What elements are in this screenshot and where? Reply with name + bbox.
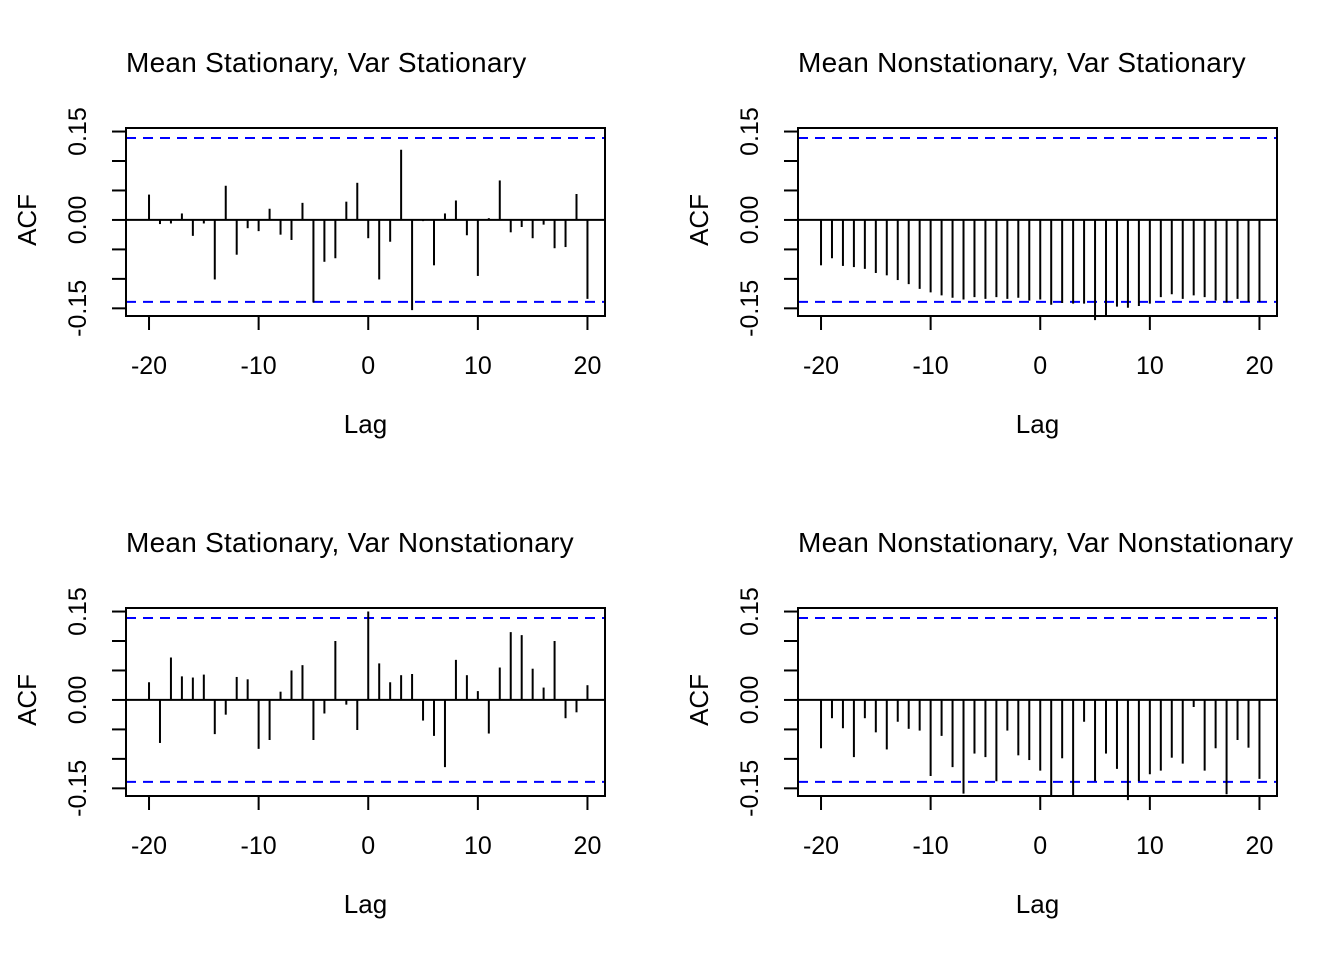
y-tick-label: 0.00 — [736, 676, 764, 725]
plot-box — [797, 127, 1278, 317]
panel-title: Mean Stationary, Var Stationary — [126, 47, 526, 78]
y-axis-label: ACF — [684, 674, 714, 726]
x-tick-label: 20 — [1246, 352, 1274, 380]
x-tick-label: -20 — [131, 832, 167, 860]
x-axis-label: Lag — [1016, 889, 1059, 919]
y-axis-label: ACF — [12, 674, 42, 726]
x-tick-label: 0 — [361, 832, 375, 860]
plot-box — [125, 127, 606, 317]
y-tick-label: 0.00 — [64, 196, 92, 245]
y-tick-label: -0.15 — [64, 760, 92, 817]
panel-title: Mean Nonstationary, Var Stationary — [798, 47, 1246, 78]
x-tick-label: 0 — [1033, 832, 1047, 860]
panel-mean-nonstationary-var-nonstationary: -20 -10 0 10 20 0.15 0.00 -0.15 Mean Nonstationa… — [672, 480, 1344, 960]
y-tick-label: 0.15 — [736, 107, 764, 156]
x-tick-label: 0 — [1033, 352, 1047, 380]
x-axis-label: Lag — [344, 409, 387, 439]
y-tick-label: 0.15 — [64, 587, 92, 636]
x-axis-label: Lag — [344, 889, 387, 919]
plot-box — [797, 607, 1278, 797]
x-tick-label: -10 — [241, 352, 277, 380]
x-tick-label: 20 — [1246, 832, 1274, 860]
y-tick-label: 0.15 — [64, 107, 92, 156]
x-tick-label: 10 — [464, 832, 492, 860]
x-tick-label: -20 — [803, 352, 839, 380]
plot-box — [125, 607, 606, 797]
x-tick-label: -20 — [803, 832, 839, 860]
y-tick-label: -0.15 — [64, 280, 92, 337]
x-axis-label: Lag — [1016, 409, 1059, 439]
y-tick-label: 0.00 — [736, 196, 764, 245]
y-tick-label: 0.15 — [736, 587, 764, 636]
acf-plot-bottom-right: -20 -10 0 10 20 0.15 0.00 -0.15 Mean Nonstationa… — [684, 527, 1293, 919]
acf-plot-top-left: -20 -10 0 10 20 0.15 0.00 -0.15 Mean Stationary,… — [12, 47, 606, 439]
acf-plot-top-right: -20 -10 0 10 20 0.15 0.00 -0.15 Mean Nonstationa… — [684, 47, 1278, 439]
x-tick-label: 10 — [464, 352, 492, 380]
x-tick-label: -10 — [913, 352, 949, 380]
panel-title: Mean Stationary, Var Nonstationary — [126, 527, 574, 558]
panel-title: Mean Nonstationary, Var Nonstationary — [798, 527, 1293, 558]
x-tick-label: -10 — [241, 832, 277, 860]
panel-mean-stationary-var-nonstationary: -20 -10 0 10 20 0.15 0.00 -0.15 Mean Stationary,… — [0, 480, 672, 960]
x-tick-label: 20 — [574, 352, 602, 380]
y-tick-label: -0.15 — [736, 280, 764, 337]
panel-mean-stationary-var-stationary: -20 -10 0 10 20 0.15 0.00 -0.15 Mean Stationary,… — [0, 0, 672, 480]
x-tick-label: -10 — [913, 832, 949, 860]
x-tick-label: -20 — [131, 352, 167, 380]
panel-mean-nonstationary-var-stationary: -20 -10 0 10 20 0.15 0.00 -0.15 Mean Nonstationa… — [672, 0, 1344, 480]
y-axis-label: ACF — [12, 194, 42, 246]
x-tick-label: 20 — [574, 832, 602, 860]
y-tick-label: -0.15 — [736, 760, 764, 817]
y-tick-label: 0.00 — [64, 676, 92, 725]
x-tick-label: 10 — [1136, 352, 1164, 380]
x-tick-label: 10 — [1136, 832, 1164, 860]
acf-plot-bottom-left: -20 -10 0 10 20 0.15 0.00 -0.15 Mean Stationary,… — [12, 527, 606, 919]
y-axis-label: ACF — [684, 194, 714, 246]
x-tick-label: 0 — [361, 352, 375, 380]
